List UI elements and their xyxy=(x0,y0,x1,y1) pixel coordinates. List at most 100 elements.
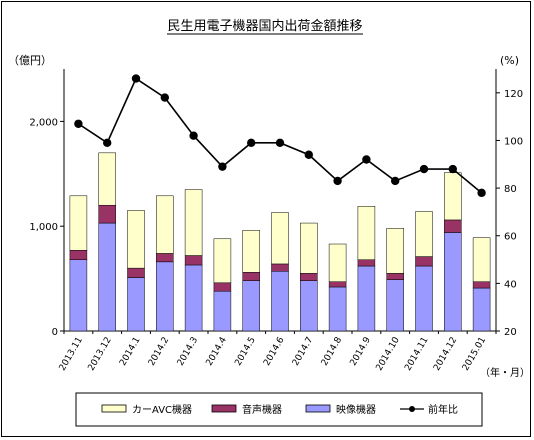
yoy-marker xyxy=(103,138,112,148)
bar-segment xyxy=(242,280,260,332)
bar-segment xyxy=(98,152,116,206)
chart-title: 民生用電子機器国内出荷金額推移 xyxy=(167,18,362,34)
bar-segment xyxy=(386,273,404,280)
right-tick-label: 60 xyxy=(504,232,517,243)
bar-segment xyxy=(127,277,145,332)
yoy-marker xyxy=(131,74,141,83)
x-tick-label: 2014.12 xyxy=(432,336,459,373)
legend-swatch-audio xyxy=(211,404,237,413)
left-tick-label: 1,000 xyxy=(29,222,58,233)
bar-segment xyxy=(242,272,260,281)
right-tick-label: 20 xyxy=(504,327,517,338)
x-tick-label: 2014.2 xyxy=(147,336,171,368)
bar-segment xyxy=(156,195,174,254)
yoy-marker xyxy=(218,162,227,171)
x-tick-label: 2014.5 xyxy=(233,336,257,368)
bar-segment xyxy=(213,282,232,292)
bar-segment xyxy=(300,280,318,332)
x-tick-label: 2014.4 xyxy=(205,335,230,368)
left-axis-unit: （億円） xyxy=(8,54,52,67)
legend-marker-yoy xyxy=(409,406,415,412)
x-tick-label: 2014.6 xyxy=(262,335,287,368)
bar-segment xyxy=(271,271,289,332)
bar-segment xyxy=(69,259,88,332)
legend-swatch-video xyxy=(305,404,331,413)
right-axis-unit: (%) xyxy=(500,54,519,67)
right-tick-label: 80 xyxy=(504,184,517,195)
bar-segment xyxy=(213,290,232,332)
bar-segment xyxy=(444,232,462,332)
bar-segment xyxy=(271,212,289,265)
yoy-line xyxy=(77,77,483,194)
bar-segment xyxy=(444,219,462,233)
bar-segment xyxy=(357,206,376,260)
x-tick-label: 2013.11 xyxy=(58,336,85,373)
legend: カーAVC機器 音声機器 映像機器 前年比 xyxy=(75,392,483,427)
bar-segment xyxy=(184,255,203,266)
bar-segment xyxy=(213,238,232,284)
legend-swatch-car-avc xyxy=(101,404,127,413)
bar-segment xyxy=(300,273,318,281)
bar-segment xyxy=(472,237,491,282)
bar-segment xyxy=(300,222,318,274)
yoy-marker xyxy=(333,176,342,186)
yoy-marker xyxy=(160,93,169,102)
right-tick-label: 40 xyxy=(504,279,517,290)
bar-segment xyxy=(328,281,347,288)
yoy-marker xyxy=(275,138,285,148)
bar-segment xyxy=(357,259,376,267)
bar-segment xyxy=(386,228,404,274)
x-tick-label: 2014.3 xyxy=(176,336,200,368)
bar-segment xyxy=(415,265,433,332)
x-tick-label: 2014.10 xyxy=(375,335,402,372)
left-tick-label: 2,000 xyxy=(29,117,58,128)
right-tick-label: 120 xyxy=(504,89,523,100)
left-tick-label: 0 xyxy=(52,327,58,338)
bar-segment xyxy=(357,265,376,332)
yoy-marker xyxy=(247,138,256,148)
x-tick-label: 2014.9 xyxy=(349,335,374,368)
yoy-marker xyxy=(419,164,429,174)
yoy-marker xyxy=(74,119,83,128)
yoy-marker xyxy=(448,164,457,174)
bar-segment xyxy=(184,189,203,256)
legend-label-yoy: 前年比 xyxy=(428,403,458,416)
bar-segment xyxy=(472,281,491,289)
bar-segment xyxy=(184,264,203,332)
legend-label-audio: 音声機器 xyxy=(242,403,282,416)
bar-segment xyxy=(415,211,433,257)
bar-segment xyxy=(242,230,260,273)
x-tick-label: 2013.12 xyxy=(87,336,114,373)
right-tick-label: 100 xyxy=(504,136,523,147)
bar-segment xyxy=(328,243,347,282)
bar-segment xyxy=(271,263,289,272)
bar-segment xyxy=(472,287,491,332)
bar-segment xyxy=(415,256,433,267)
x-tick-label: 2014.11 xyxy=(403,336,430,373)
x-tick-label: 2014.8 xyxy=(320,335,345,368)
bar-segment xyxy=(386,279,404,332)
bar-segment xyxy=(127,210,145,269)
bar-segment xyxy=(127,267,145,278)
bar-segment xyxy=(98,222,116,332)
legend-label-video: 映像機器 xyxy=(336,403,376,416)
bar-segment xyxy=(69,195,88,251)
x-tick-label: 2014.7 xyxy=(291,336,315,368)
yoy-marker xyxy=(362,155,371,164)
bar-segment xyxy=(156,261,174,332)
yoy-marker xyxy=(391,176,400,186)
bar-segment xyxy=(98,204,116,224)
bar-segment xyxy=(69,250,88,260)
yoy-marker xyxy=(477,188,486,198)
yoy-marker xyxy=(304,150,313,159)
bar-segment xyxy=(156,253,174,263)
legend-label-car-avc: カーAVC機器 xyxy=(132,403,192,416)
x-axis-unit: （年・月） xyxy=(480,366,530,379)
bar-segment xyxy=(444,172,462,221)
yoy-marker xyxy=(189,131,198,140)
x-tick-label: 2014.1 xyxy=(118,336,142,368)
bar-segment xyxy=(328,286,347,332)
